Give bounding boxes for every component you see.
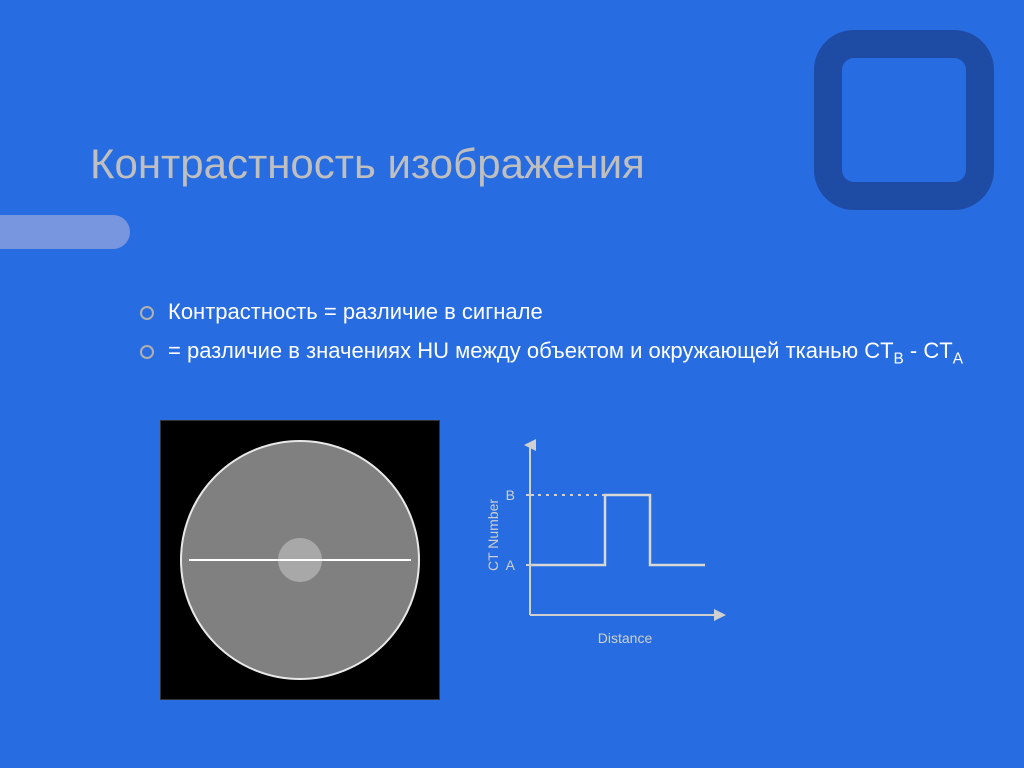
graph-svg: A B Distance CT Number [490,435,740,685]
bullet-list: Контрастность = различие в сигнале = раз… [140,295,964,377]
y-axis-label: CT Number [485,499,501,571]
tick-a-label: A [506,557,516,573]
corner-decoration [814,30,994,210]
ct-image-panel [160,420,440,700]
ct-profile-line [189,559,411,561]
ct-profile-graph: A B Distance CT Number [490,435,740,685]
figures-row: A B Distance CT Number [160,420,740,700]
accent-bar [0,215,130,249]
bullet-item: = различие в значениях HU между объектом… [140,334,964,371]
bullet-text: = различие в значениях HU между объектом… [168,338,963,363]
x-axis-label: Distance [598,630,653,646]
slide-title: Контрастность изображения [90,140,645,188]
bullet-text: Контрастность = различие в сигнале [168,299,543,324]
bullet-item: Контрастность = различие в сигнале [140,295,964,328]
tick-b-label: B [506,487,515,503]
step-profile-line [530,495,705,565]
